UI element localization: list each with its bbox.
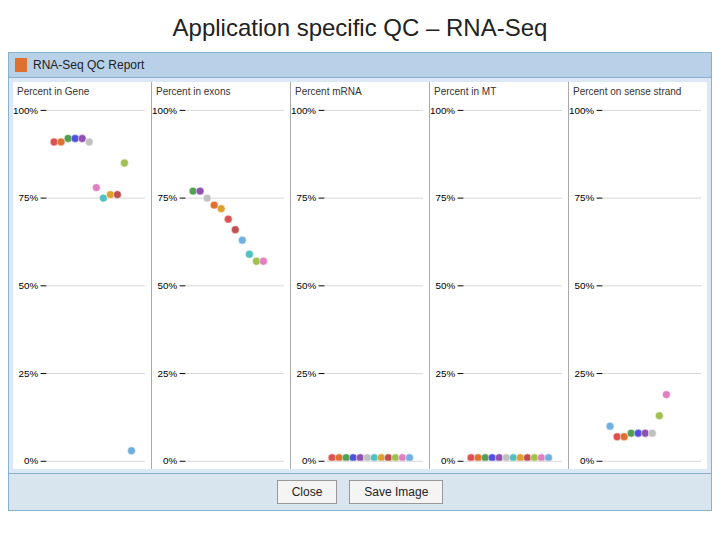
svg-text:50%: 50% xyxy=(18,280,38,291)
svg-text:50%: 50% xyxy=(435,280,455,291)
svg-text:100%: 100% xyxy=(13,105,38,116)
svg-text:100%: 100% xyxy=(291,105,316,116)
html-text:Percent in exons: Percent in exons xyxy=(156,86,231,97)
svg-text:25%: 25% xyxy=(157,368,177,379)
svg-text:75%: 75% xyxy=(296,192,316,203)
svg-text:100%: 100% xyxy=(152,105,177,116)
svg-text:0%: 0% xyxy=(580,455,594,466)
svg-text:0%: 0% xyxy=(441,455,455,466)
svg-text:75%: 75% xyxy=(435,192,455,203)
html-text:Application specific QC – RNA-: Application specific QC – RNA-Seq xyxy=(172,14,548,41)
svg-text:50%: 50% xyxy=(296,280,316,291)
svg-text:75%: 75% xyxy=(157,192,177,203)
svg-text:25%: 25% xyxy=(18,368,38,379)
html-text:Percent on sense strand: Percent on sense strand xyxy=(573,86,682,97)
svg-text:100%: 100% xyxy=(430,105,455,116)
svg-text:25%: 25% xyxy=(296,368,316,379)
svg-text:0%: 0% xyxy=(24,455,38,466)
svg-text:0%: 0% xyxy=(302,455,316,466)
svg-text:75%: 75% xyxy=(18,192,38,203)
html-text:Percent in MT: Percent in MT xyxy=(434,86,497,97)
svg-text:50%: 50% xyxy=(157,280,177,291)
html-text:Percent mRNA: Percent mRNA xyxy=(295,86,362,97)
html-text:Close: Close xyxy=(291,484,323,499)
html-text:Percent in Gene: Percent in Gene xyxy=(17,86,90,97)
svg-text:75%: 75% xyxy=(574,192,594,203)
svg-text:25%: 25% xyxy=(435,368,455,379)
html-text:Save Image: Save Image xyxy=(364,484,429,499)
svg-text:0%: 0% xyxy=(163,455,177,466)
svg-text:25%: 25% xyxy=(574,368,594,379)
svg-text:100%: 100% xyxy=(569,105,594,116)
html-text:RNA-Seq QC Report: RNA-Seq QC Report xyxy=(33,58,145,72)
svg-text:50%: 50% xyxy=(574,280,594,291)
